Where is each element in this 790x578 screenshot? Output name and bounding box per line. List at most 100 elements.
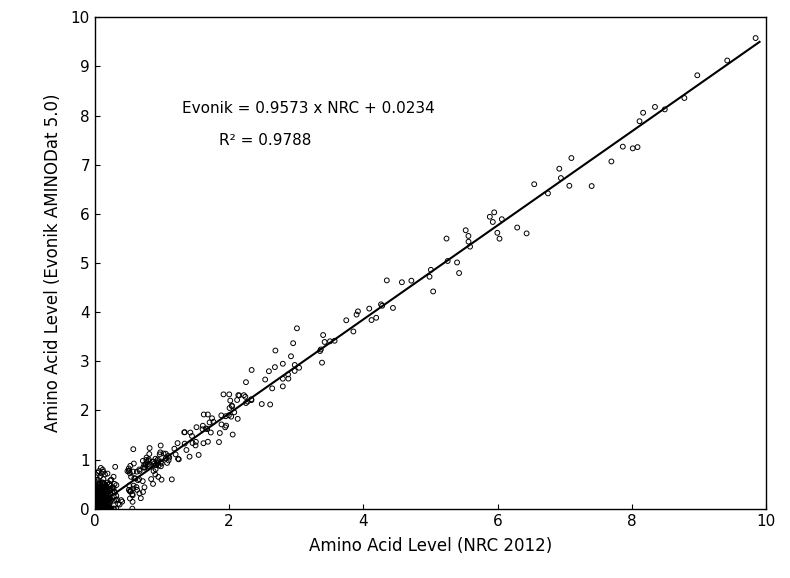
Point (102, 493, 115, 502)
Point (100, 504, 113, 513)
Point (340, 316, 352, 325)
Point (96, 487, 109, 496)
Point (314, 346, 326, 355)
Point (88, 502, 101, 511)
Point (161, 458, 174, 468)
Point (98, 492, 111, 501)
Point (92, 480, 104, 490)
Point (101, 478, 114, 487)
Point (141, 453, 153, 462)
Point (126, 497, 139, 506)
Point (96, 478, 109, 487)
Point (93, 486, 106, 495)
Point (90, 495, 103, 504)
Point (200, 424, 213, 433)
Point (88, 501, 101, 510)
Point (89, 487, 102, 496)
Point (127, 444, 140, 454)
Point (96, 498, 109, 507)
Point (102, 504, 115, 513)
Point (90, 504, 103, 513)
Point (91, 504, 103, 513)
Point (88, 501, 101, 510)
Point (99, 490, 111, 499)
Point (495, 214, 508, 224)
Point (245, 395, 258, 404)
Point (97, 475, 110, 484)
Point (92, 504, 104, 513)
Point (108, 479, 121, 488)
Point (92, 504, 105, 513)
Point (94, 504, 107, 513)
Point (123, 487, 136, 496)
Point (92, 500, 104, 509)
Point (143, 460, 156, 469)
Point (92, 504, 105, 513)
Point (553, 164, 566, 173)
Point (386, 303, 399, 313)
Point (141, 458, 153, 467)
Point (93, 495, 106, 504)
Point (98, 480, 111, 489)
Point (99, 496, 111, 505)
Point (89, 504, 102, 513)
Point (99, 470, 111, 479)
Point (198, 410, 210, 419)
Point (89, 498, 102, 507)
Point (100, 504, 113, 513)
Point (178, 428, 190, 437)
Point (94, 491, 107, 500)
Point (89, 504, 102, 513)
Point (424, 265, 437, 275)
Point (99, 486, 111, 495)
Point (134, 489, 146, 498)
Point (93, 492, 106, 502)
Point (100, 504, 113, 513)
Point (107, 488, 119, 498)
Point (91, 504, 103, 513)
Point (92, 490, 105, 499)
Point (93, 504, 106, 513)
Point (105, 481, 118, 491)
Point (563, 181, 576, 190)
Point (96, 489, 109, 498)
Point (90, 499, 103, 509)
Point (102, 496, 115, 505)
Point (192, 450, 205, 460)
Point (90, 485, 103, 494)
Point (90, 501, 103, 510)
Point (103, 504, 116, 513)
Point (634, 117, 646, 126)
Point (96, 504, 109, 513)
Point (91, 504, 103, 513)
Point (423, 272, 436, 281)
Point (125, 472, 137, 481)
Point (442, 257, 454, 266)
Point (108, 488, 121, 497)
Point (91, 504, 103, 513)
Point (96, 486, 108, 495)
Point (104, 476, 117, 485)
Point (90, 504, 103, 513)
Point (347, 327, 359, 336)
Point (157, 449, 170, 458)
Point (239, 392, 252, 401)
Point (201, 437, 214, 446)
Point (255, 399, 268, 409)
Point (605, 157, 618, 166)
Point (374, 300, 387, 309)
Point (171, 439, 184, 448)
Point (542, 189, 555, 198)
Point (198, 439, 210, 448)
Point (93, 504, 106, 513)
Point (111, 495, 123, 504)
Point (95, 504, 107, 513)
Point (94, 483, 107, 492)
Point (100, 493, 112, 502)
Point (138, 460, 151, 469)
Point (96, 499, 109, 509)
Point (142, 462, 155, 471)
Point (96, 487, 109, 496)
Point (96, 504, 109, 513)
Point (246, 365, 258, 375)
